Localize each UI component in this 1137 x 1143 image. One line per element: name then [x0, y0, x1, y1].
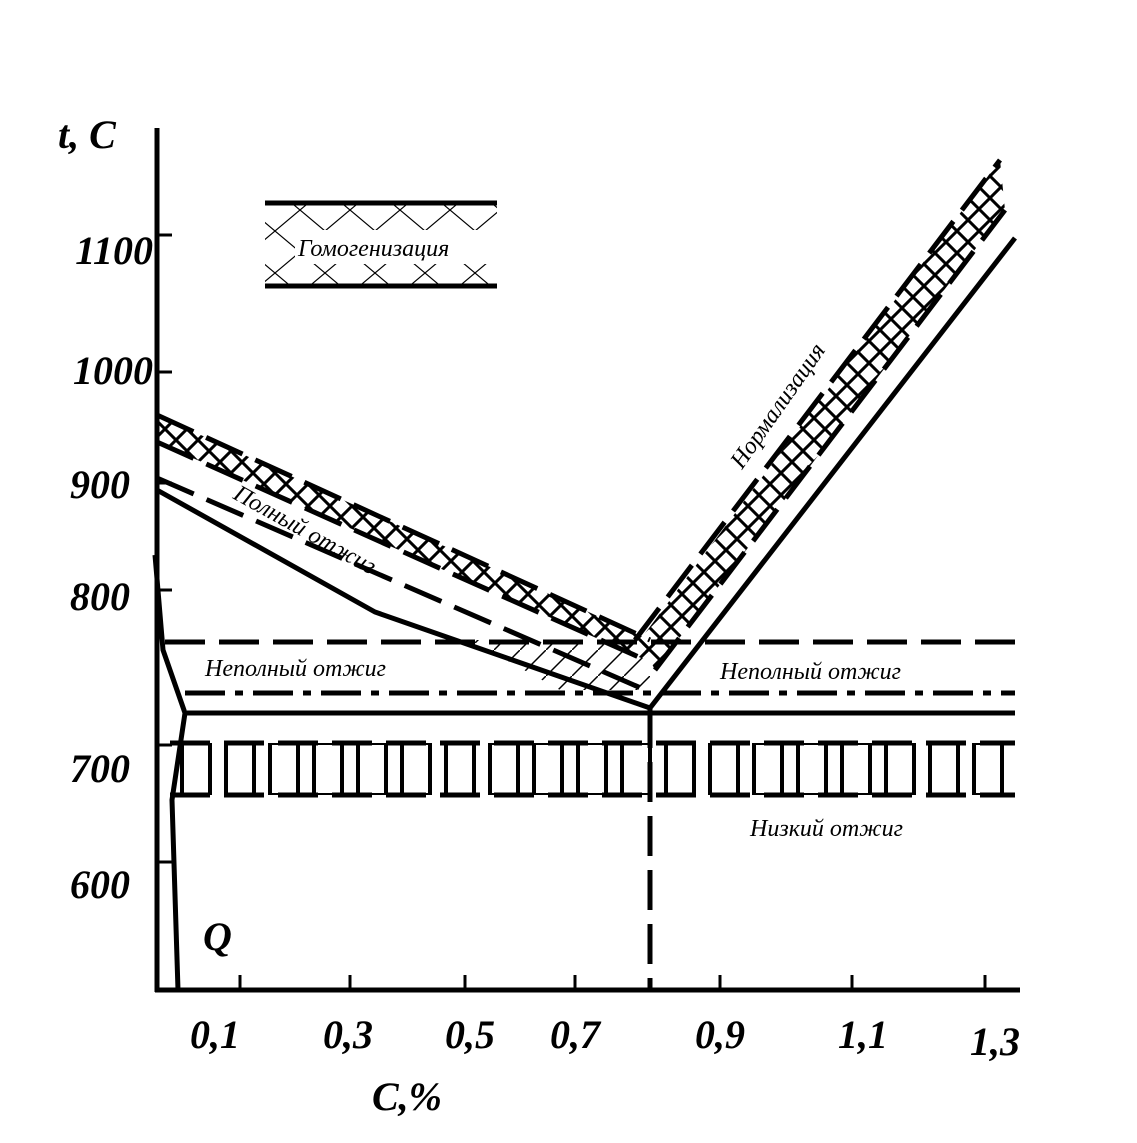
x-tick-label: 0,7: [550, 1012, 602, 1057]
point-label: Q: [203, 914, 232, 959]
homogenization-band: [265, 200, 525, 289]
x-tick-label: 0,9: [695, 1012, 745, 1057]
x-tick-label: 0,1: [190, 1012, 240, 1057]
y-tick-label: 600: [70, 862, 130, 907]
y-tick-label: 800: [70, 574, 130, 619]
se-line: [648, 236, 1017, 710]
x-tick-label: 0,3: [323, 1012, 373, 1057]
gpq-line: [152, 554, 188, 991]
region-label: Низкий отжиг: [749, 816, 903, 842]
y-tick-label: 700: [70, 746, 130, 791]
hatch: [470, 640, 650, 690]
y-tick-label: 1000: [73, 348, 153, 393]
normalization-band: [640, 160, 1005, 670]
region-label: Гомогенизация: [297, 236, 449, 262]
x-tick-label: 1,1: [838, 1012, 888, 1057]
y-tick-label: 900: [70, 462, 130, 507]
y-tick-label: 1100: [75, 228, 153, 273]
band-line: [155, 412, 652, 643]
x-tick-label: 1,3: [970, 1019, 1020, 1064]
region-label: Неполный отжиг: [204, 656, 386, 682]
y-axis-label: t, C: [58, 112, 117, 157]
band-line: [633, 158, 1002, 642]
region-label: Неполный отжиг: [719, 659, 901, 685]
low-annealing-band: [178, 743, 1016, 795]
band-line: [653, 208, 1007, 672]
band-line: [155, 439, 652, 665]
x-axis-label: C,%: [372, 1074, 442, 1119]
x-tick-label: 0,5: [445, 1012, 495, 1057]
full-annealing-band: [157, 415, 650, 662]
